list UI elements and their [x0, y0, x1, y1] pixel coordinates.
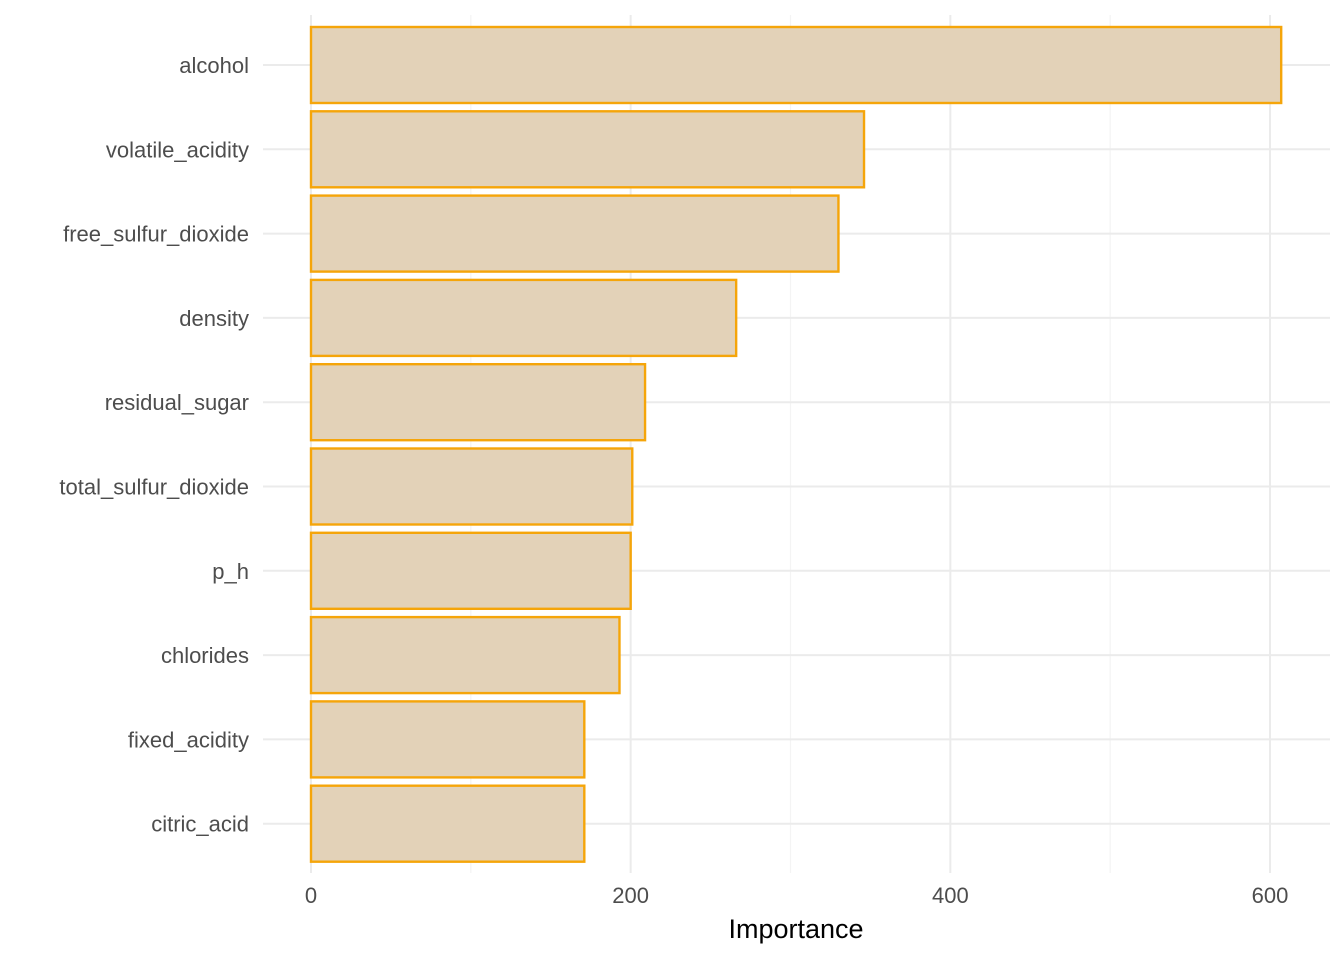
bar-residual-sugar: [309, 363, 647, 442]
y-tick-label: residual_sugar: [105, 390, 249, 415]
bar-fixed-acidity: [309, 700, 586, 779]
x-tick-label: 200: [612, 883, 649, 908]
x-axis-title: Importance: [728, 914, 863, 944]
y-tick-label: density: [179, 306, 249, 331]
y-tick-label: fixed_acidity: [128, 727, 249, 752]
bar-citric-acid: [309, 784, 586, 863]
y-axis-labels: alcohol volatile_acidity free_sulfur_dioxi…: [59, 53, 249, 837]
bar-p-h: [309, 531, 632, 610]
bar-alcohol: [309, 25, 1283, 105]
y-tick-label: free_sulfur_dioxide: [63, 222, 249, 247]
bar-total-sulfur-dioxide: [309, 447, 634, 526]
x-tick-label: 400: [932, 883, 969, 908]
y-tick-label: citric_acid: [151, 812, 249, 837]
y-tick-label: p_h: [212, 559, 249, 584]
x-tick-label: 600: [1252, 883, 1289, 908]
bar-volatile-acidity: [309, 110, 866, 189]
bar-free-sulfur-dioxide: [309, 194, 840, 273]
x-tick-label: 0: [305, 883, 317, 908]
y-tick-label: chlorides: [161, 643, 249, 668]
bar-density: [309, 278, 738, 358]
bar-chlorides: [309, 615, 621, 695]
y-tick-label: alcohol: [179, 53, 249, 78]
x-axis-tick-labels: 0 200 400 600: [305, 883, 1288, 908]
y-tick-label: volatile_acidity: [106, 137, 249, 162]
y-tick-label: total_sulfur_dioxide: [59, 475, 249, 500]
bars: [309, 25, 1283, 863]
